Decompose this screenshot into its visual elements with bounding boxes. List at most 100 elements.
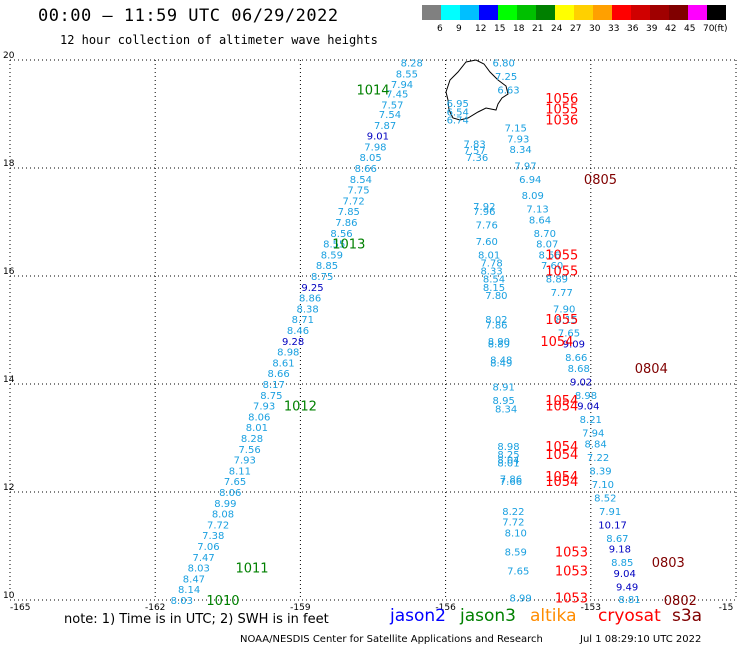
wave-height-value: 10.17 (598, 520, 627, 531)
wave-height-value: 7.86 (485, 321, 507, 332)
wave-height-value: 8.66 (355, 164, 377, 175)
wave-height-value: 8.61 (272, 358, 294, 369)
wave-height-value: 8.54 (483, 275, 505, 286)
wave-height-value: 7.93 (234, 456, 256, 467)
wave-height-value: 7.65 (224, 477, 246, 488)
wave-height-value: 9.28 (282, 337, 304, 348)
wave-height-value: 8.52 (594, 493, 616, 504)
wave-height-value: 8.67 (606, 534, 628, 545)
legend-label: 12 (475, 24, 487, 34)
wave-height-value: 8.56 (330, 229, 352, 240)
pass-number: 1053 (555, 591, 588, 606)
wave-height-value: 8.28 (241, 434, 263, 445)
wave-height-value: 7.96 (473, 207, 495, 218)
pass-number: 1054 (545, 394, 578, 409)
wave-height-value: 8.70 (534, 229, 556, 240)
wave-height-value: 6.63 (497, 86, 519, 97)
wave-height-value: 8.07 (536, 240, 558, 251)
wave-height-value: 6.74 (447, 115, 469, 126)
pass-number: 1054 (545, 448, 578, 463)
wave-height-value: 7.38 (202, 531, 224, 542)
legend-label: 36 (627, 24, 639, 34)
legend-label: 45 (684, 24, 696, 34)
pass-number: 1053 (555, 545, 588, 560)
satellite-cryosat: cryosat (598, 606, 661, 626)
pass-number: 0805 (584, 173, 617, 188)
wave-height-value: 8.54 (350, 175, 372, 186)
wave-height-value: 7.83 (464, 140, 486, 151)
credit-line: NOAA/NESDIS Center for Satellite Applica… (240, 634, 543, 645)
wave-height-value: 8.21 (580, 415, 602, 426)
wave-height-value: 8.17 (263, 380, 285, 391)
legend-label: 9 (456, 24, 462, 34)
legend-swatch (631, 5, 650, 20)
legend-label: 18 (513, 24, 525, 34)
pass-number: 1053 (555, 564, 588, 579)
legend-swatch (479, 5, 498, 20)
wave-height-value: 7.57 (381, 100, 403, 111)
pass-number: 1054 (545, 475, 578, 490)
legend-label: 27 (570, 24, 582, 34)
wave-height-value: 8.22 (502, 507, 524, 518)
lat-tick-label: 20 (3, 51, 15, 61)
wave-height-value: 8.64 (529, 215, 551, 226)
wave-height-value: 7.86 (335, 218, 357, 229)
wave-height-value: 7.94 (582, 429, 604, 440)
wave-height-value: 8.47 (183, 574, 205, 585)
wave-height-value: 6.95 (447, 99, 469, 110)
satellite-jason3: jason3 (460, 606, 516, 626)
lat-tick-label: 14 (3, 375, 15, 385)
legend-label: 30 (589, 24, 601, 34)
pass-number: 0802 (664, 594, 697, 609)
wave-height-value: 7.66 (500, 477, 522, 488)
wave-height-value: 7.94 (391, 80, 413, 91)
wave-height-value: 8.03 (188, 564, 210, 575)
legend-swatch (460, 5, 479, 20)
wave-height-value: 8.99 (214, 499, 236, 510)
wave-height-value: 9.49 (616, 583, 638, 594)
wave-height-value: 8.98 (277, 348, 299, 359)
wave-height-value: 6.94 (519, 175, 541, 186)
wave-height-value: 7.72 (502, 518, 524, 529)
wave-height-value: 7.22 (587, 453, 609, 464)
wave-height-value: 8.85 (316, 261, 338, 272)
wave-height-value: 8.28 (401, 59, 423, 70)
wave-height-value: 8.85 (611, 558, 633, 569)
lat-tick-label: 10 (3, 591, 15, 601)
wave-height-value: 8.55 (323, 240, 345, 251)
wave-height-value: 8.01 (497, 458, 519, 469)
wave-height-value: 6.80 (493, 59, 515, 70)
pass-number: 1012 (284, 400, 317, 415)
wave-height-value: 7.13 (526, 205, 548, 216)
wave-height-value: 8.01 (246, 423, 268, 434)
legend-swatch (650, 5, 669, 20)
lon-tick-label: -153 (581, 603, 601, 613)
wave-height-value: 9.04 (577, 402, 599, 413)
wave-height-value: 8.33 (480, 267, 502, 278)
wave-height-value: 8.05 (359, 153, 381, 164)
wave-height-value: 7.54 (379, 110, 401, 121)
wave-height-value: 7.91 (599, 507, 621, 518)
legend-swatch (517, 5, 536, 20)
wave-height-value: 9.02 (570, 377, 592, 388)
wave-height-value: 7.15 (505, 124, 527, 135)
lat-lon-grid (9, 59, 737, 601)
wave-height-value: 8.06 (219, 488, 241, 499)
wave-height-value: 7.85 (338, 207, 360, 218)
wave-height-value: 8.59 (321, 250, 343, 261)
wave-height-value: 8.02 (485, 315, 507, 326)
hawaii-coastline (445, 59, 509, 121)
wave-height-value: 7.93 (253, 402, 275, 413)
wave-height-value: 7.80 (485, 291, 507, 302)
wave-height-value: 7.77 (551, 288, 573, 299)
satellite-s3a: s3a (672, 606, 703, 626)
legend-swatch (669, 5, 688, 20)
wave-height-value: 7.78 (480, 259, 502, 270)
wave-height-value: 7.45 (386, 89, 408, 100)
wave-height-value: 6.54 (447, 107, 469, 118)
wave-height-value: 7.06 (197, 542, 219, 553)
pass-number: 1054 (545, 470, 578, 485)
wave-height-value: 7.60 (541, 261, 563, 272)
lat-tick-label: 12 (3, 483, 14, 493)
